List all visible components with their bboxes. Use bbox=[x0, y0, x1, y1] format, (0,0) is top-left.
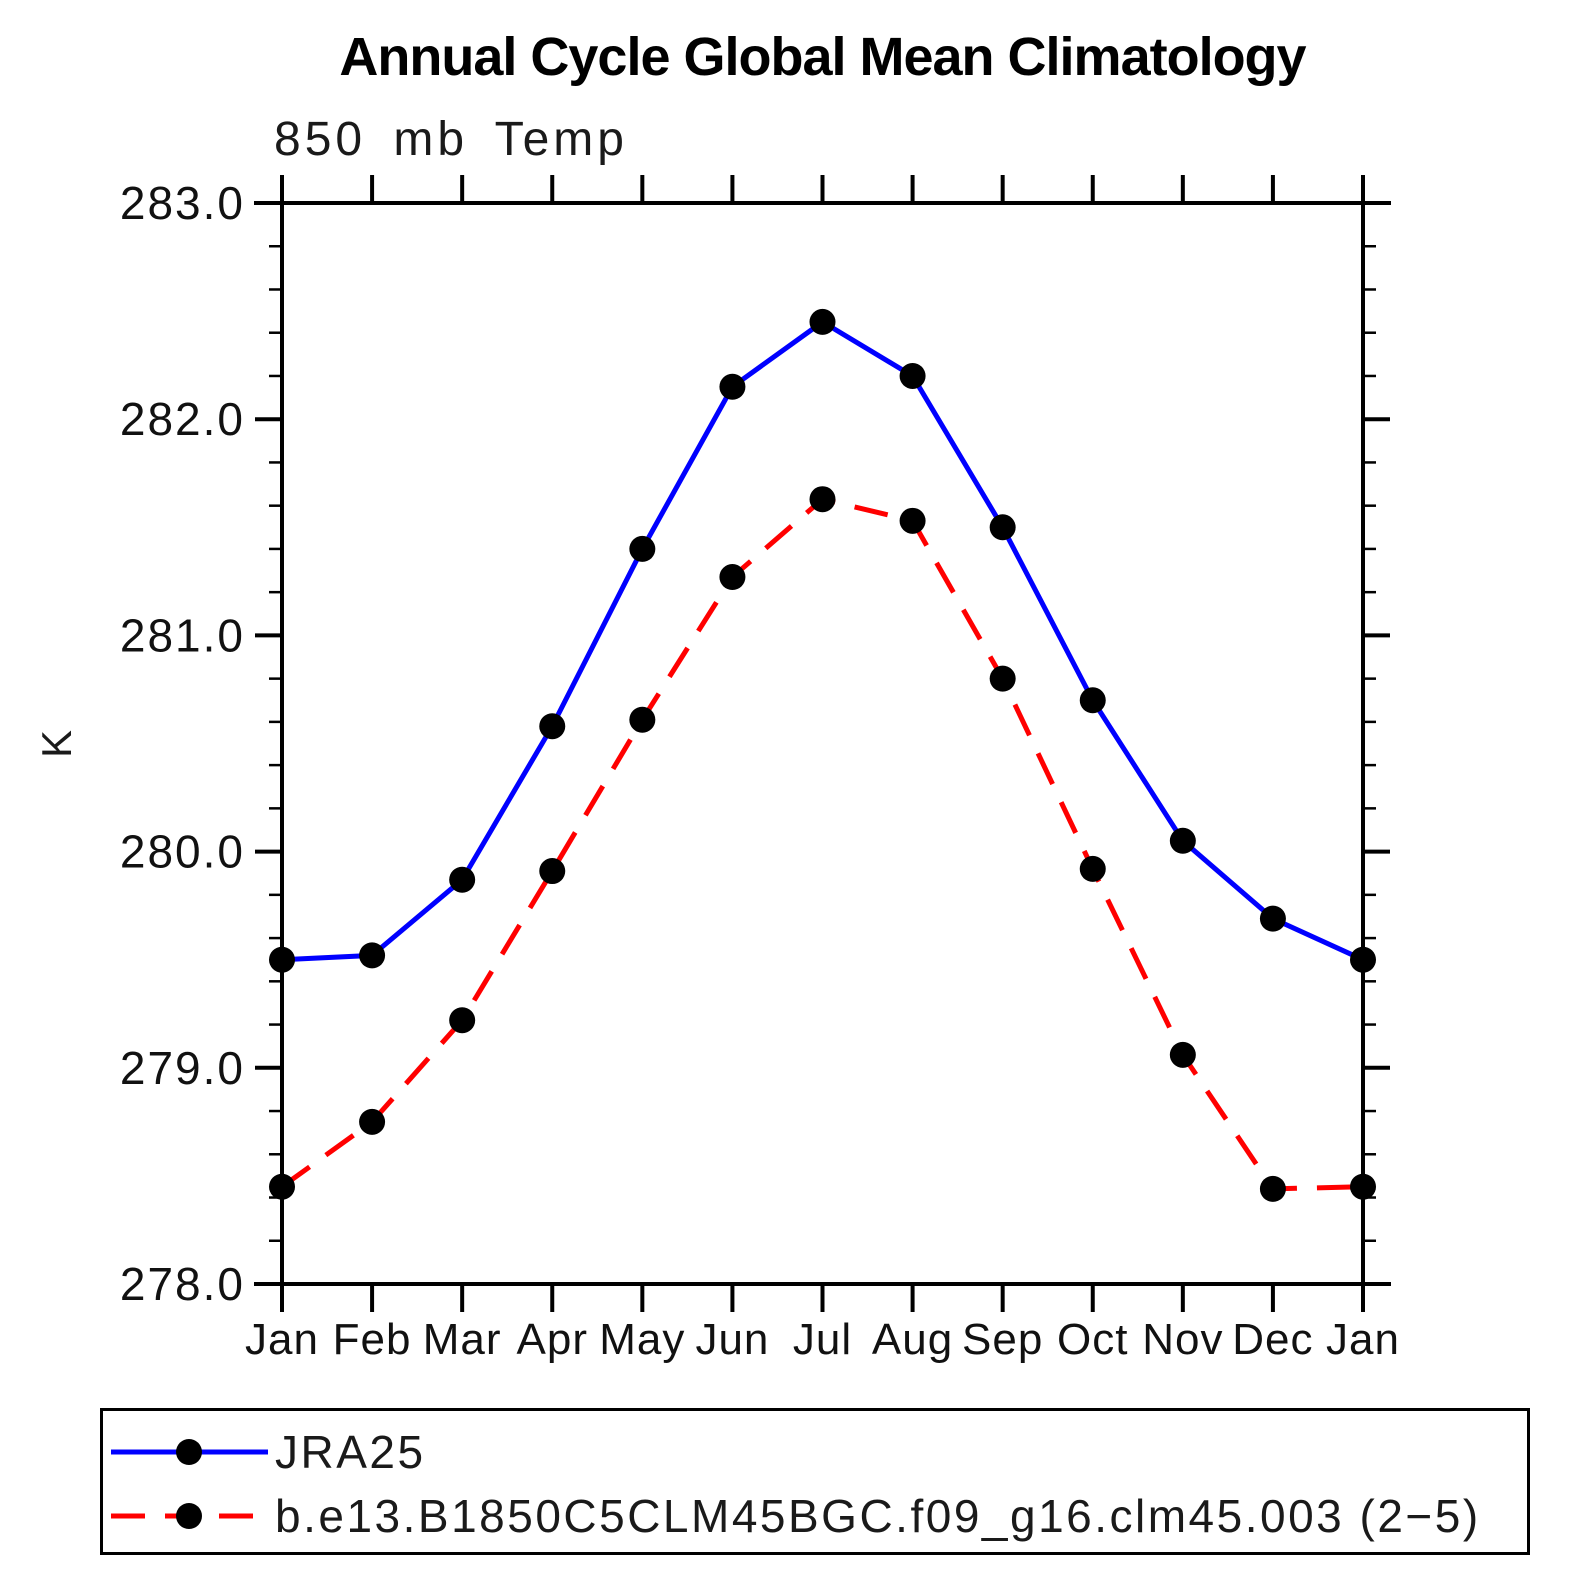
legend-item-jra25: JRA25 bbox=[103, 1420, 1527, 1484]
data-point-marker bbox=[1259, 905, 1286, 932]
legend-label-jra25: JRA25 bbox=[275, 1426, 426, 1478]
data-point-marker bbox=[809, 308, 836, 335]
data-point-marker bbox=[1350, 946, 1376, 973]
legend-label-model: b.e13.B1850C5CLM45BGC.f09_g16.clm45.003 … bbox=[275, 1490, 1481, 1542]
y-tick-label: 279.0 bbox=[120, 1042, 245, 1094]
legend-marker-dot bbox=[176, 1439, 202, 1465]
data-point-marker bbox=[269, 1173, 295, 1200]
data-point-marker bbox=[359, 1108, 386, 1135]
data-point-marker bbox=[989, 514, 1016, 541]
x-tick-label: Apr bbox=[517, 1315, 588, 1364]
x-tick-label: Mar bbox=[423, 1315, 502, 1364]
data-point-marker bbox=[629, 535, 656, 562]
x-tick-label: Jan bbox=[245, 1315, 319, 1364]
legend-marker-dot bbox=[176, 1503, 202, 1529]
x-tick-label: Aug bbox=[872, 1315, 953, 1364]
series-line-1 bbox=[280, 496, 1364, 1192]
data-point-marker bbox=[539, 713, 566, 740]
data-point-marker bbox=[1169, 827, 1196, 854]
y-tick-label: 280.0 bbox=[120, 826, 245, 878]
data-point-marker bbox=[899, 362, 926, 389]
x-tick-label: Jun bbox=[695, 1315, 769, 1364]
data-point-marker bbox=[1079, 855, 1106, 882]
data-point-marker bbox=[719, 373, 746, 400]
x-tick-label: Nov bbox=[1142, 1315, 1223, 1364]
data-point-marker bbox=[1350, 1173, 1376, 1200]
legend-box: JRA25 b.e13.B1850C5CLM45BGC.f09_g16.clm4… bbox=[100, 1408, 1530, 1555]
legend-line-dashed-sample bbox=[111, 1503, 268, 1529]
data-point-marker bbox=[269, 946, 295, 973]
data-point-marker bbox=[539, 858, 566, 885]
x-tick-label: Dec bbox=[1232, 1315, 1313, 1364]
data-point-marker bbox=[449, 866, 476, 893]
legend-line-solid-sample bbox=[111, 1439, 268, 1465]
y-tick-label: 281.0 bbox=[120, 609, 245, 661]
x-tick-label: Jul bbox=[793, 1315, 852, 1364]
data-point-marker bbox=[629, 706, 656, 733]
y-tick-label: 282.0 bbox=[120, 393, 245, 445]
x-tick-label: Oct bbox=[1057, 1315, 1128, 1364]
x-tick-label: Sep bbox=[962, 1315, 1043, 1364]
data-point-marker bbox=[809, 486, 836, 513]
x-tick-label: May bbox=[599, 1315, 685, 1364]
series-line-0 bbox=[281, 318, 1365, 963]
x-tick-label: Feb bbox=[333, 1315, 412, 1364]
data-point-marker bbox=[1169, 1041, 1196, 1068]
legend-item-model: b.e13.B1850C5CLM45BGC.f09_g16.clm45.003 … bbox=[103, 1484, 1527, 1548]
data-point-marker bbox=[449, 1007, 476, 1034]
data-point-marker bbox=[989, 665, 1016, 692]
data-point-marker bbox=[1079, 687, 1106, 714]
data-point-marker bbox=[899, 507, 926, 534]
y-tick-label: 278.0 bbox=[120, 1258, 245, 1310]
chart-subtitle: 850 mb Temp bbox=[274, 113, 628, 166]
data-point-marker bbox=[719, 564, 746, 591]
y-tick-label: 283.0 bbox=[120, 177, 245, 229]
data-point-marker bbox=[359, 942, 386, 969]
chart-title: Annual Cycle Global Mean Climatology bbox=[339, 27, 1306, 87]
data-point-marker bbox=[1259, 1175, 1286, 1202]
x-tick-label: Jan bbox=[1326, 1315, 1400, 1364]
